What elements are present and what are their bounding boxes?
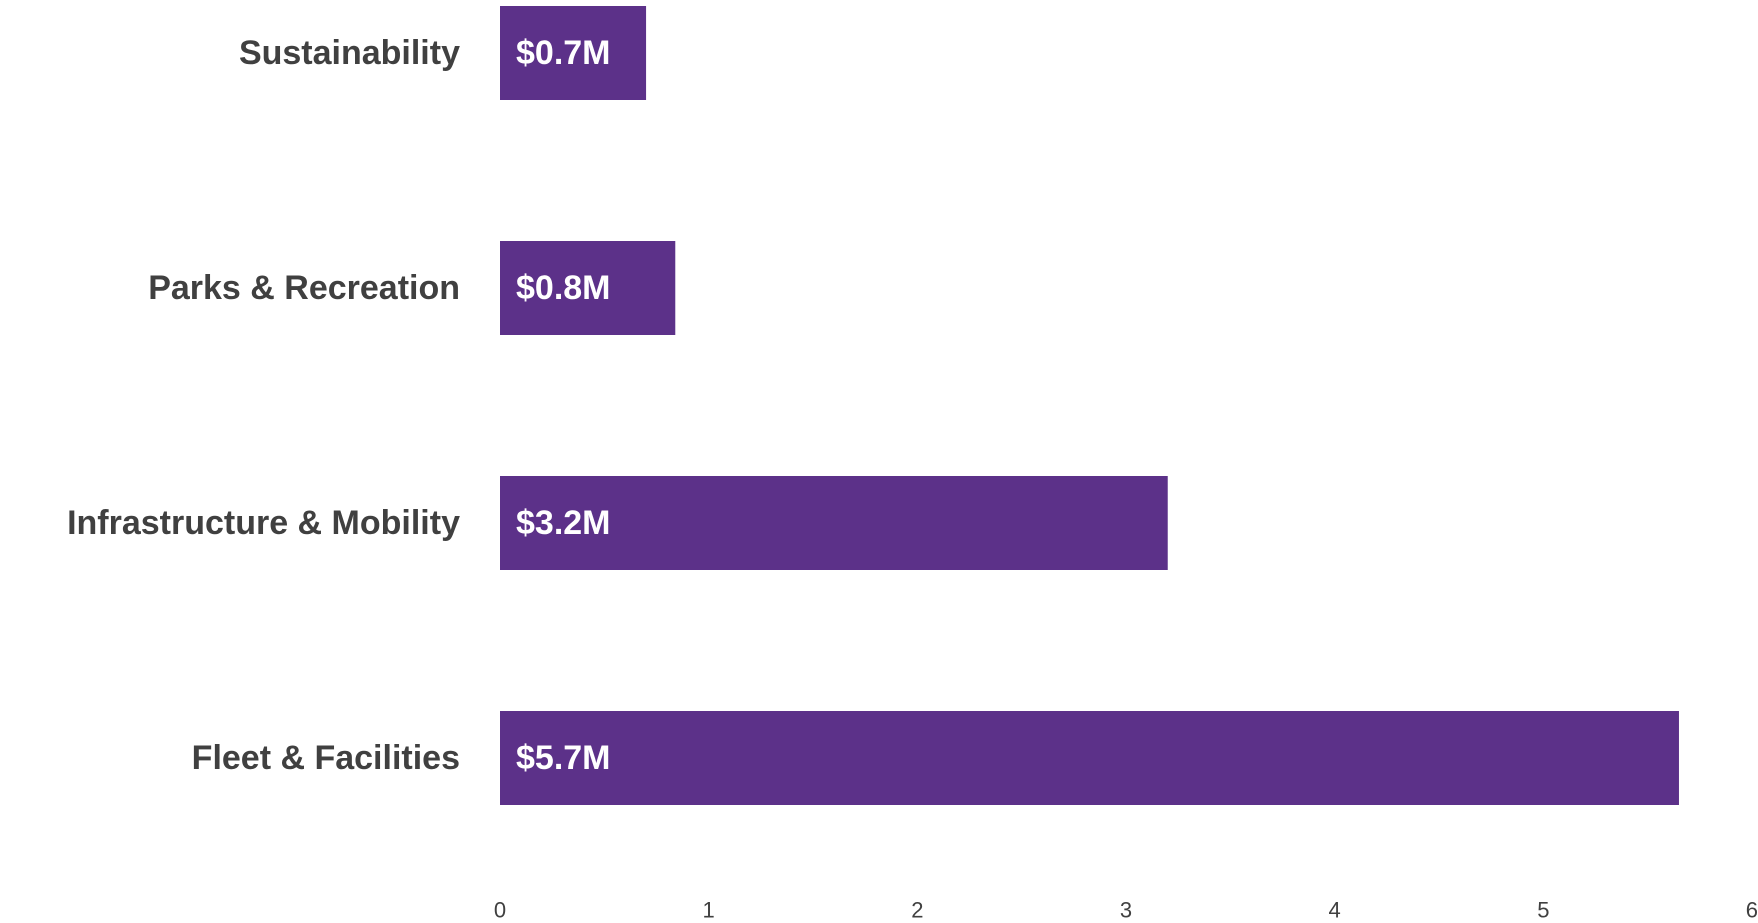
x-tick-label-5: 5 xyxy=(1537,898,1549,923)
x-tick-label-0: 0 xyxy=(494,898,506,923)
bar-infrastructure-mobility xyxy=(500,476,1168,570)
bars-layer: $0.7M $0.8M $3.2M $5.7M xyxy=(500,6,1679,805)
bar-sustainability xyxy=(500,6,647,100)
category-label-fleet-facilities: Fleet & Facilities xyxy=(192,739,460,777)
x-tick-label-2: 2 xyxy=(911,898,923,923)
category-label-sustainability: Sustainability xyxy=(239,34,460,72)
x-tick-label-3: 3 xyxy=(1120,898,1132,923)
x-axis-ticks: 0 1 2 3 4 5 6 xyxy=(494,898,1758,923)
data-label-sustainability: $0.7M xyxy=(516,34,611,72)
x-tick-label-6: 6 xyxy=(1746,898,1758,923)
x-tick-label-1: 1 xyxy=(703,898,715,923)
data-label-fleet-facilities: $5.7M xyxy=(516,739,611,777)
data-label-parks-recreation: $0.8M xyxy=(516,269,611,307)
category-labels: Sustainability Parks & Recreation Infrastr… xyxy=(67,34,460,777)
bar-fleet-facilities xyxy=(500,711,1679,805)
data-label-infrastructure-mobility: $3.2M xyxy=(516,504,611,542)
bar-parks-recreation xyxy=(500,241,676,335)
x-tick-label-4: 4 xyxy=(1329,898,1341,923)
category-label-parks-recreation: Parks & Recreation xyxy=(148,269,460,307)
category-label-infrastructure-mobility: Infrastructure & Mobility xyxy=(67,504,460,542)
